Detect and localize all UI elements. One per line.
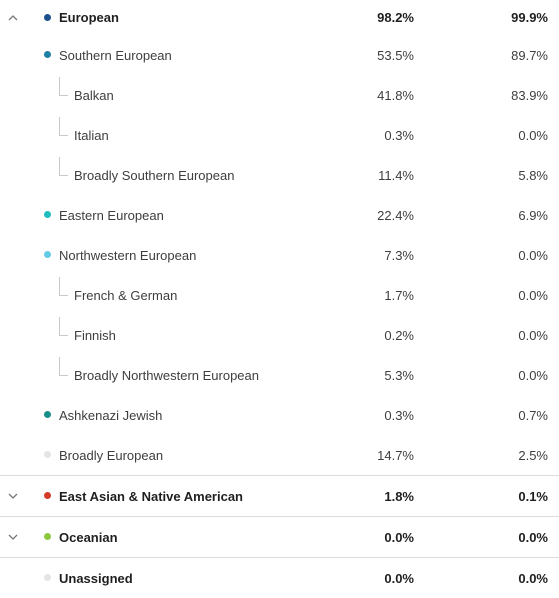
row-broadly-european[interactable]: Broadly European 14.7% 2.5% bbox=[0, 435, 559, 475]
tree-branch-icon bbox=[59, 317, 68, 336]
row-label: Ashkenazi Jewish bbox=[59, 407, 163, 423]
row-broadly-northwestern-european[interactable]: Broadly Northwestern European 5.3% 0.0% bbox=[0, 355, 559, 395]
tree-branch-icon bbox=[59, 277, 68, 296]
row-label: Italian bbox=[74, 127, 109, 143]
percent-value: 0.0% bbox=[518, 529, 548, 545]
percent-value: 0.0% bbox=[518, 247, 548, 263]
percent-value: 1.8% bbox=[384, 488, 414, 504]
row-broadly-southern-european[interactable]: Broadly Southern European 11.4% 5.8% bbox=[0, 155, 559, 195]
row-east-asian-native-american[interactable]: East Asian & Native American 1.8% 0.1% bbox=[0, 475, 559, 516]
percent-value: 99.9% bbox=[511, 10, 548, 25]
percent-value: 89.7% bbox=[511, 47, 548, 63]
percent-value: 0.0% bbox=[518, 570, 548, 586]
row-balkan[interactable]: Balkan 41.8% 83.9% bbox=[0, 75, 559, 115]
percent-value: 5.8% bbox=[518, 167, 548, 183]
percent-value: 0.3% bbox=[384, 407, 414, 423]
percent-value: 0.0% bbox=[518, 367, 548, 383]
row-oceanian[interactable]: Oceanian 0.0% 0.0% bbox=[0, 516, 559, 557]
percent-value: 6.9% bbox=[518, 207, 548, 223]
unassigned-color-dot bbox=[44, 574, 51, 581]
ashkenazi-jewish-color-dot bbox=[44, 411, 51, 418]
broadly-european-color-dot bbox=[44, 451, 51, 458]
northwestern-european-color-dot bbox=[44, 251, 51, 258]
row-italian[interactable]: Italian 0.3% 0.0% bbox=[0, 115, 559, 155]
row-label: Southern European bbox=[59, 47, 172, 63]
chevron-up-icon[interactable] bbox=[6, 11, 20, 25]
percent-value: 22.4% bbox=[377, 207, 414, 223]
row-eastern-european[interactable]: Eastern European 22.4% 6.9% bbox=[0, 195, 559, 235]
percent-value: 0.0% bbox=[518, 327, 548, 343]
row-french-german[interactable]: French & German 1.7% 0.0% bbox=[0, 275, 559, 315]
row-label: Balkan bbox=[74, 87, 114, 103]
row-label: Northwestern European bbox=[59, 247, 197, 263]
row-label: East Asian & Native American bbox=[59, 488, 243, 504]
chevron-down-icon[interactable] bbox=[6, 489, 20, 503]
east-asian-native-american-color-dot bbox=[44, 492, 51, 499]
row-unassigned[interactable]: Unassigned 0.0% 0.0% bbox=[0, 557, 559, 598]
oceanian-color-dot bbox=[44, 533, 51, 540]
percent-value: 0.2% bbox=[384, 327, 414, 343]
european-color-dot bbox=[44, 13, 51, 21]
row-finnish[interactable]: Finnish 0.2% 0.0% bbox=[0, 315, 559, 355]
row-ashkenazi-jewish[interactable]: Ashkenazi Jewish 0.3% 0.7% bbox=[0, 395, 559, 435]
tree-branch-icon bbox=[59, 77, 68, 96]
row-label: Broadly European bbox=[59, 447, 164, 463]
tree-branch-icon bbox=[59, 157, 68, 176]
percent-value: 98.2% bbox=[377, 10, 414, 25]
row-european[interactable]: European 98.2% 99.9% bbox=[0, 0, 559, 35]
row-southern-european[interactable]: Southern European 53.5% 89.7% bbox=[0, 35, 559, 75]
row-label: Broadly Northwestern European bbox=[74, 367, 259, 383]
row-label: Finnish bbox=[74, 327, 116, 343]
percent-value: 5.3% bbox=[384, 367, 414, 383]
chevron-down-icon[interactable] bbox=[6, 530, 20, 544]
percent-value: 14.7% bbox=[377, 447, 414, 463]
percent-value: 53.5% bbox=[377, 47, 414, 63]
percent-value: 1.7% bbox=[384, 287, 414, 303]
percent-value: 0.1% bbox=[518, 488, 548, 504]
percent-value: 0.0% bbox=[518, 287, 548, 303]
percent-value: 7.3% bbox=[384, 247, 414, 263]
percent-value: 0.3% bbox=[384, 127, 414, 143]
percent-value: 2.5% bbox=[518, 447, 548, 463]
southern-european-color-dot bbox=[44, 51, 51, 58]
row-label: European bbox=[59, 10, 119, 25]
row-label: Unassigned bbox=[59, 570, 133, 586]
percent-value: 0.0% bbox=[384, 570, 414, 586]
row-label: Broadly Southern European bbox=[74, 167, 235, 183]
percent-value: 83.9% bbox=[511, 87, 548, 103]
percent-value: 0.0% bbox=[518, 127, 548, 143]
eastern-european-color-dot bbox=[44, 211, 51, 218]
tree-branch-icon bbox=[59, 357, 68, 376]
row-label: Oceanian bbox=[59, 529, 118, 545]
percent-value: 0.7% bbox=[518, 407, 548, 423]
row-label: French & German bbox=[74, 287, 178, 303]
row-label: Eastern European bbox=[59, 207, 164, 223]
percent-value: 11.4% bbox=[378, 167, 414, 183]
percent-value: 0.0% bbox=[384, 529, 414, 545]
row-northwestern-european[interactable]: Northwestern European 7.3% 0.0% bbox=[0, 235, 559, 275]
percent-value: 41.8% bbox=[377, 87, 414, 103]
tree-branch-icon bbox=[59, 117, 68, 136]
